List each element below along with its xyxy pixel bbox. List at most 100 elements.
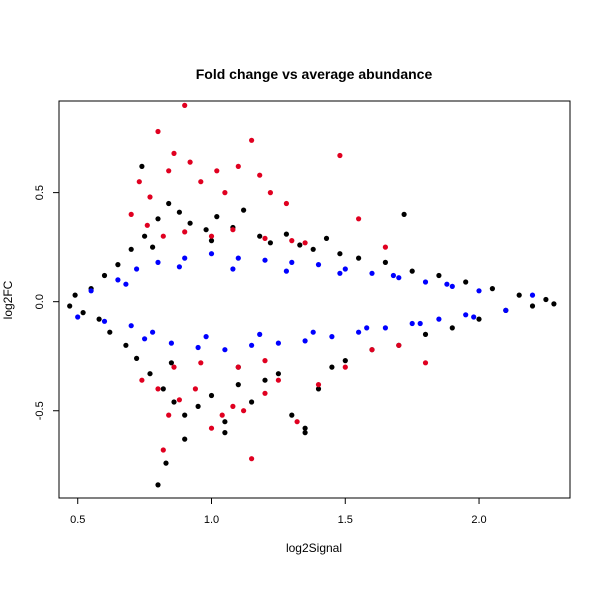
data-point — [249, 137, 255, 143]
data-point — [315, 262, 322, 268]
data-point — [241, 207, 247, 213]
data-point — [166, 168, 172, 174]
data-point — [409, 268, 415, 274]
data-point — [222, 190, 228, 196]
x-tick-label: 1.0 — [204, 514, 219, 526]
data-point — [147, 371, 153, 377]
data-point — [310, 246, 316, 252]
data-point — [168, 340, 174, 346]
data-point — [463, 279, 469, 285]
chart-title: Fold change vs average abundance — [196, 66, 433, 82]
data-point — [160, 386, 166, 392]
data-point — [289, 412, 295, 418]
data-point — [214, 168, 220, 174]
data-point — [182, 412, 188, 418]
data-point — [88, 288, 94, 294]
data-point — [134, 355, 140, 361]
data-point — [422, 331, 429, 337]
data-point — [401, 211, 407, 217]
data-point — [390, 272, 396, 279]
data-point — [155, 259, 161, 265]
data-point — [382, 259, 388, 265]
data-point — [198, 179, 204, 185]
data-point — [208, 425, 215, 431]
data-point — [262, 377, 268, 383]
data-point — [176, 264, 182, 270]
data-point — [529, 292, 536, 298]
data-point — [128, 246, 134, 252]
data-point — [342, 364, 348, 370]
data-point — [222, 419, 228, 425]
data-point — [382, 244, 388, 250]
data-point — [249, 456, 255, 462]
data-point — [155, 386, 161, 392]
data-point — [235, 364, 241, 370]
data-point — [171, 399, 177, 405]
data-point — [160, 447, 166, 453]
x-tick-label: 2.0 — [471, 514, 486, 526]
data-point — [342, 358, 348, 364]
data-point — [356, 255, 362, 261]
data-point — [182, 436, 188, 442]
x-tick-label: 1.5 — [338, 514, 353, 526]
data-point — [329, 334, 335, 340]
data-point — [230, 403, 236, 409]
x-tick-label: 0.5 — [70, 514, 85, 526]
data-point — [235, 255, 241, 261]
data-point — [115, 277, 121, 283]
data-point — [203, 334, 209, 340]
data-point — [283, 231, 289, 237]
data-point — [147, 194, 153, 200]
data-point — [476, 316, 482, 322]
data-point — [310, 329, 316, 335]
y-axis: -0.5 0.0 0.5 — [34, 185, 60, 420]
y-axis-label: log2FC — [1, 280, 15, 319]
data-point — [192, 386, 198, 392]
data-point — [96, 316, 102, 322]
data-point — [262, 235, 268, 241]
data-point — [171, 364, 177, 370]
data-point — [134, 266, 140, 272]
data-points — [67, 102, 557, 488]
data-point — [275, 377, 281, 383]
data-point — [142, 336, 148, 342]
data-point — [139, 163, 145, 169]
data-point — [337, 152, 343, 159]
data-point — [275, 340, 281, 346]
data-point — [342, 266, 348, 272]
data-point — [166, 412, 172, 418]
data-point — [543, 296, 549, 303]
data-point — [369, 347, 375, 353]
data-point — [67, 303, 73, 309]
data-point — [337, 251, 343, 257]
data-point — [187, 159, 193, 165]
data-point — [289, 238, 295, 244]
data-point — [139, 377, 145, 383]
data-point — [529, 303, 536, 309]
data-point — [176, 397, 182, 403]
data-point — [302, 338, 308, 344]
x-axis-label: log2Signal — [286, 541, 342, 555]
data-point — [449, 325, 455, 331]
data-point — [364, 325, 370, 331]
data-point — [382, 325, 388, 331]
data-point — [155, 216, 161, 222]
data-point — [198, 360, 204, 366]
data-point — [369, 270, 375, 276]
data-point — [128, 211, 134, 217]
data-point — [222, 347, 228, 353]
data-point — [315, 386, 322, 392]
data-point — [249, 342, 255, 348]
y-tick-label: -0.5 — [34, 401, 46, 420]
data-point — [294, 419, 300, 425]
data-point — [72, 292, 78, 298]
data-point — [214, 214, 220, 220]
data-point — [171, 150, 177, 156]
data-point — [257, 172, 263, 178]
data-point — [163, 460, 169, 466]
data-point — [503, 307, 509, 313]
x-axis: 0.5 1.0 1.5 2.0 — [70, 497, 487, 526]
data-point — [208, 392, 215, 399]
